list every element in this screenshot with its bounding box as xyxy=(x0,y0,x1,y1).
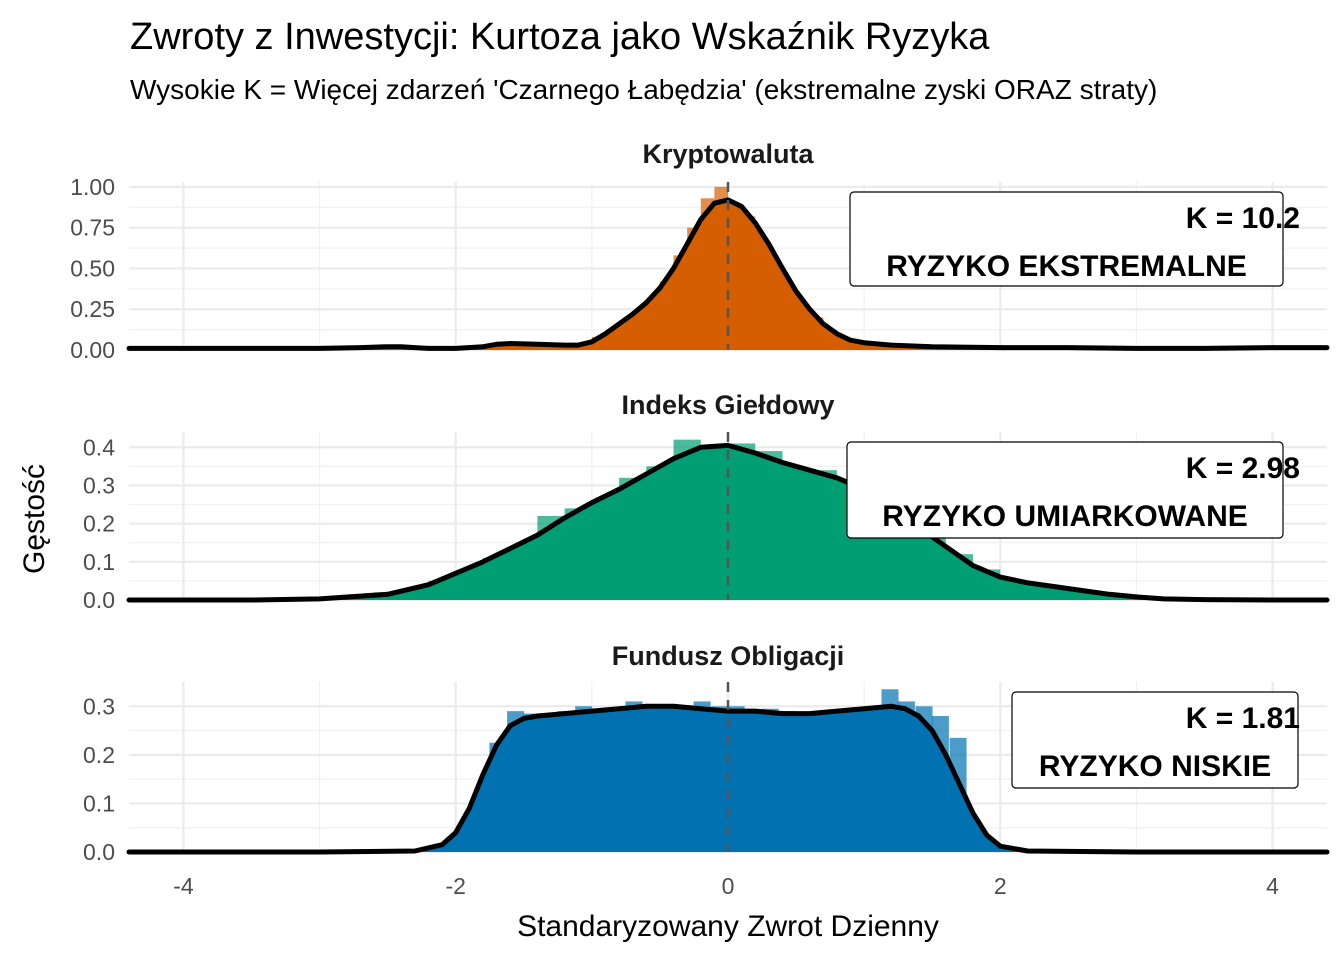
density-line xyxy=(126,442,1330,603)
y-tick-label: 0.50 xyxy=(70,255,115,281)
panel: Fundusz Obligacji 0.0 0.1 0.2 0.3 K = 1.81 RYZ… xyxy=(83,641,1330,865)
x-axis-label: Standaryzowany Zwrot Dzienny xyxy=(517,910,939,943)
y-tick-label: 0.3 xyxy=(83,472,115,498)
facet-panels: Kryptowaluta 0.00 0.25 0.50 0.75 1.00 K = 10.2… xyxy=(70,139,1330,865)
kurtosis-label: K = 2.98 xyxy=(1186,452,1300,485)
risk-label: RYZYKO UMIARKOWANE xyxy=(882,500,1248,533)
x-tick-label: -4 xyxy=(173,873,194,899)
y-tick-label: 0.1 xyxy=(83,549,115,575)
density-line xyxy=(126,197,1330,351)
chart-title: Zwroty z Inwestycji: Kurtoza jako Wskaźn… xyxy=(130,16,990,58)
y-tick-label: 0.1 xyxy=(83,790,115,816)
density-line xyxy=(126,703,1330,855)
panel-strip-label: Kryptowaluta xyxy=(642,139,814,169)
chart-subtitle: Wysokie K = Więcej zdarzeń 'Czarnego Łab… xyxy=(130,74,1157,105)
x-tick-label: 4 xyxy=(1266,873,1279,899)
annotation-box xyxy=(1011,691,1299,789)
y-tick-label: 0.4 xyxy=(83,434,115,460)
kurtosis-label: K = 10.2 xyxy=(1186,202,1300,235)
y-axis-label: Gęstość xyxy=(18,464,51,574)
annotation-box xyxy=(846,441,1284,539)
y-tick-label: 0.2 xyxy=(83,742,115,768)
risk-label: RYZYKO EKSTREMALNE xyxy=(886,250,1247,283)
panel: Kryptowaluta 0.00 0.25 0.50 0.75 1.00 K = 10.2… xyxy=(70,139,1330,363)
risk-label: RYZYKO NISKIE xyxy=(1039,750,1271,783)
y-tick-label: 0.3 xyxy=(83,693,115,719)
panel: Indeks Giełdowy 0.0 0.1 0.2 0.3 0.4 K = 2.98 RY… xyxy=(83,390,1330,613)
panel-strip-label: Fundusz Obligacji xyxy=(612,641,845,671)
x-tick-label: -2 xyxy=(446,873,466,899)
panel-strip-label: Indeks Giełdowy xyxy=(621,390,834,420)
y-tick-label: 0.75 xyxy=(70,215,115,241)
y-tick-label: 0.00 xyxy=(70,337,115,363)
y-tick-label: 0.0 xyxy=(83,587,115,613)
x-axis: -4 -2 0 2 4 xyxy=(173,873,1279,899)
y-tick-label: 1.00 xyxy=(70,174,115,200)
kurtosis-label: K = 1.81 xyxy=(1186,702,1300,735)
y-tick-label: 0.0 xyxy=(83,839,115,865)
x-tick-label: 0 xyxy=(722,873,735,899)
y-tick-label: 0.2 xyxy=(83,511,115,537)
x-tick-label: 2 xyxy=(994,873,1007,899)
y-tick-label: 0.25 xyxy=(70,296,115,322)
annotation-box xyxy=(849,191,1284,287)
